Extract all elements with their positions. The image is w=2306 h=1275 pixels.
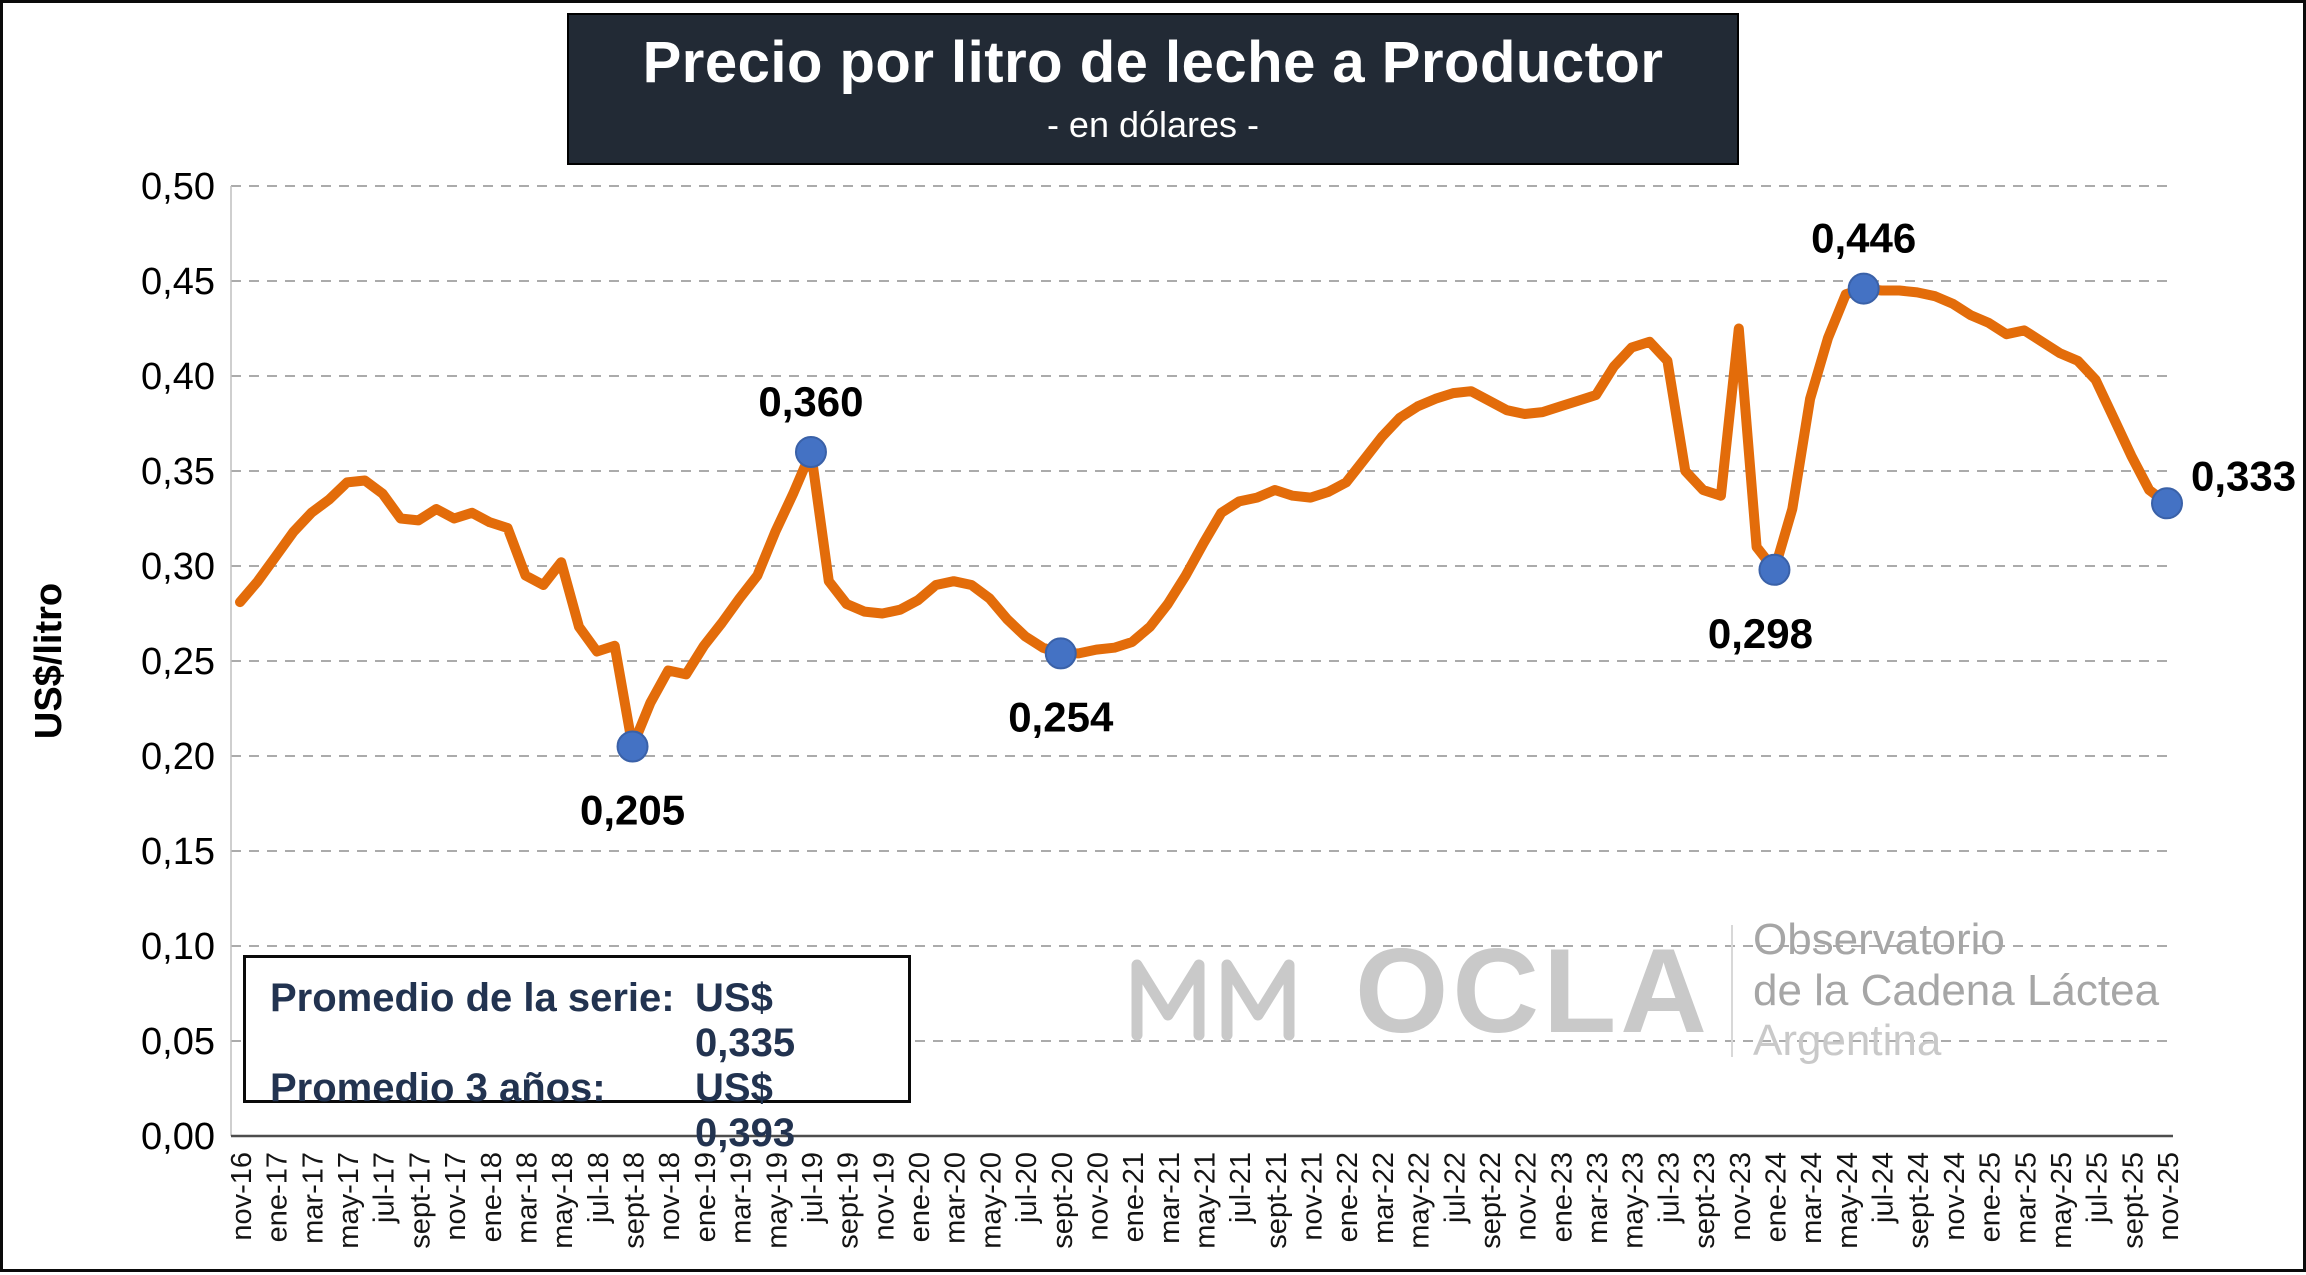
x-axis-tick-label: mar-23: [1582, 1152, 1614, 1244]
x-axis-tick-label: jul-18: [583, 1152, 615, 1224]
x-axis-tick-label: sept-20: [1047, 1152, 1079, 1249]
x-axis-tick-label: mar-25: [2010, 1152, 2042, 1244]
y-axis-tick-label: 0,15: [141, 831, 215, 873]
watermark-line-cadena-lactea: de la Cadena Láctea: [1752, 965, 2160, 1015]
x-axis-tick-label: jul-20: [1011, 1152, 1043, 1224]
x-axis-tick-label: ene-19: [690, 1152, 722, 1242]
x-axis-tick-label: mar-17: [297, 1152, 329, 1244]
x-axis-tick-label: jul-24: [1868, 1152, 1900, 1224]
x-axis-tick-label: jul-21: [1225, 1152, 1257, 1224]
ocla-logo-icon: [1131, 959, 1295, 1041]
x-axis-tick-label: jul-25: [2082, 1152, 2114, 1224]
watermark-line-observatorio: Observatorio: [1752, 915, 2005, 964]
data-point-label: 0,360: [758, 378, 863, 425]
y-axis-tick-label: 0,45: [141, 261, 215, 303]
x-axis-tick-label: ene-18: [476, 1152, 508, 1242]
data-point-marker: [794, 436, 827, 468]
x-axis-tick-label: jul-17: [369, 1152, 401, 1224]
x-axis-tick-label: nov-21: [1297, 1152, 1329, 1241]
x-axis-tick-label: nov-16: [226, 1152, 258, 1241]
stats-row-3anios: Promedio 3 años: US$ 0,393: [270, 1066, 884, 1156]
data-point-label: 0,298: [1708, 610, 1813, 657]
y-axis-tick-label: 0,10: [141, 926, 215, 968]
chart-title: Precio por litro de leche a Productor: [642, 30, 1664, 95]
x-axis-tick-label: sept-21: [1261, 1152, 1293, 1249]
watermark-acronym: OCLA: [1355, 923, 1711, 1058]
x-axis-tick-label: sept-19: [833, 1152, 865, 1249]
x-axis-tick-label: ene-25: [1975, 1152, 2007, 1242]
x-axis-tick-label: nov-17: [440, 1152, 472, 1241]
x-axis-tick-label: may-20: [975, 1152, 1007, 1249]
x-axis-tick-label: may-19: [761, 1152, 793, 1249]
x-axis-tick-label: ene-22: [1332, 1152, 1364, 1242]
y-axis-tick-label: 0,20: [141, 736, 215, 778]
x-axis-tick-label: mar-20: [940, 1152, 972, 1244]
x-axis-tick-label: mar-21: [1154, 1152, 1186, 1244]
x-axis-tick-label: mar-18: [511, 1152, 543, 1244]
data-point-marker: [1758, 553, 1791, 586]
x-axis-tick-label: sept-22: [1475, 1152, 1507, 1249]
x-axis-tick-label: nov-18: [654, 1152, 686, 1241]
x-axis-tick-label: mar-22: [1368, 1152, 1400, 1244]
chart-title-box: Precio por litro de leche a Productor - …: [567, 13, 1739, 165]
stats-serie-value: US$ 0,335: [695, 976, 796, 1065]
y-axis-title: US$/litro: [28, 583, 70, 739]
data-point-marker: [2151, 487, 2183, 520]
y-axis-tick-label: 0,25: [141, 641, 215, 683]
x-axis-tick-label: jul-23: [1653, 1152, 1685, 1224]
x-axis-tick-label: mar-24: [1796, 1152, 1828, 1244]
x-axis-tick-label: may-24: [1832, 1152, 1864, 1249]
y-axis-tick-label: 0,50: [141, 166, 215, 208]
x-axis-tick-label: may-17: [333, 1152, 365, 1249]
x-axis-tick-label: ene-21: [1118, 1152, 1150, 1242]
stats-row-serie: Promedio de la serie: US$ 0,335: [270, 976, 884, 1066]
x-axis-tick-label: may-25: [2046, 1152, 2078, 1249]
x-axis-tick-label: ene-23: [1546, 1152, 1578, 1242]
data-point-label: 0,205: [580, 787, 685, 834]
data-point-marker: [1847, 272, 1880, 305]
y-axis-tick-label: 0,00: [141, 1116, 215, 1158]
x-axis-tick-label: nov-24: [1939, 1152, 1971, 1241]
stats-3anios-value: US$ 0,393: [695, 1066, 796, 1155]
x-axis-tick-label: nov-19: [868, 1152, 900, 1241]
x-axis-tick-label: nov-23: [1725, 1152, 1757, 1241]
x-axis-tick-label: ene-17: [262, 1152, 294, 1242]
y-axis-tick-label: 0,05: [141, 1021, 215, 1063]
average-stats-box: Promedio de la serie: US$ 0,335 Promedio…: [243, 955, 911, 1155]
x-axis-tick-label: jul-22: [1439, 1152, 1471, 1224]
x-axis-tick-label: may-21: [1190, 1152, 1222, 1249]
y-axis-tick-label: 0,30: [141, 546, 215, 588]
data-point-marker: [1044, 637, 1077, 670]
x-axis-tick-label: nov-25: [2153, 1152, 2185, 1241]
x-axis-tick-label: mar-19: [726, 1152, 758, 1244]
data-point-marker: [616, 730, 649, 763]
data-point-label: 0,333: [2191, 452, 2296, 499]
x-axis-tick-label: jul-19: [797, 1152, 829, 1224]
x-axis-tick-label: ene-20: [904, 1152, 936, 1242]
x-axis-tick-label: sept-23: [1689, 1152, 1721, 1249]
watermark-divider: [1730, 924, 1733, 1057]
x-axis-tick-label: may-23: [1618, 1152, 1650, 1249]
ocla-watermark: OCLA Observatorio de la Cadena Láctea Ar…: [1123, 915, 2159, 1067]
x-axis-tick-label: sept-25: [2117, 1152, 2149, 1249]
x-axis-tick-label: sept-17: [404, 1152, 436, 1249]
x-axis-tick-label: nov-20: [1082, 1152, 1114, 1241]
watermark-line-argentina: Argentina: [1752, 1016, 1942, 1066]
x-axis-tick-label: sept-24: [1903, 1152, 1935, 1249]
x-axis-tick-label: may-22: [1404, 1152, 1436, 1249]
x-axis-tick-label: ene-24: [1760, 1152, 1792, 1242]
line-chart: 0,00 0,05 0,10 0,15 0,20 0,25 0,30 0,35 0,40 0,45…: [28, 166, 2296, 1249]
y-axis-tick-label: 0,40: [141, 356, 215, 398]
data-point-label: 0,254: [1008, 693, 1114, 740]
chart-subtitle: - en dólares -: [1046, 104, 1260, 145]
y-axis-tick-label: 0,35: [141, 451, 215, 493]
data-point-label: 0,446: [1811, 215, 1916, 262]
x-axis-tick-label: may-18: [547, 1152, 579, 1249]
x-axis-tick-label: sept-18: [619, 1152, 651, 1249]
stats-serie-label: Promedio de la serie:: [270, 976, 675, 1020]
stats-3anios-label: Promedio 3 años:: [270, 1066, 606, 1110]
x-axis-tick-label: nov-22: [1511, 1152, 1543, 1241]
price-line-series: [235, 283, 2172, 752]
